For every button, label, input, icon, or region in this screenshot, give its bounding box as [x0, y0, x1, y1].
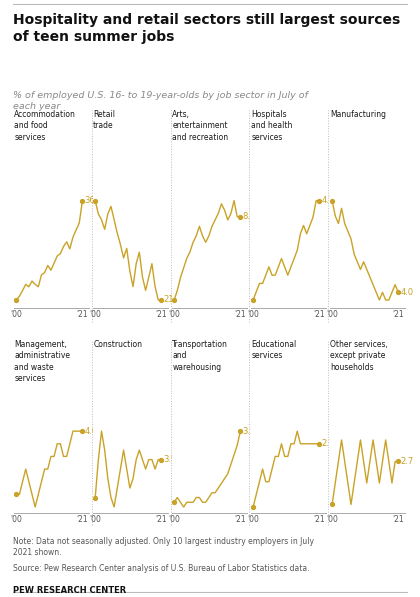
Text: 3.9: 3.9	[163, 455, 177, 464]
Text: Hospitality and retail sectors still largest sources
of teen summer jobs: Hospitality and retail sectors still lar…	[13, 13, 400, 44]
Text: 4.0: 4.0	[84, 427, 97, 436]
Text: 4.7: 4.7	[321, 196, 335, 205]
Text: Manufacturing: Manufacturing	[330, 110, 386, 119]
Text: Source: Pew Research Center analysis of U.S. Bureau of Labor Statistics data.: Source: Pew Research Center analysis of …	[13, 564, 309, 573]
Text: Accommodation
and food
services: Accommodation and food services	[14, 110, 76, 141]
Text: % of employed U.S. 16- to 19-year-olds by job sector in July of
each year: % of employed U.S. 16- to 19-year-olds b…	[13, 91, 307, 111]
Text: Other services,
except private
households: Other services, except private household…	[330, 340, 388, 371]
Text: Hospitals
and health
services: Hospitals and health services	[251, 110, 293, 141]
Text: 8.1: 8.1	[242, 212, 256, 221]
Text: Management,
administrative
and waste
services: Management, administrative and waste ser…	[14, 340, 70, 383]
Text: 3.5: 3.5	[242, 427, 256, 436]
Text: 4.0: 4.0	[400, 288, 413, 297]
Text: PEW RESEARCH CENTER: PEW RESEARCH CENTER	[13, 586, 126, 595]
Text: Transportation
and
warehousing: Transportation and warehousing	[172, 340, 228, 371]
Text: 2.7: 2.7	[400, 457, 414, 466]
Text: Educational
services: Educational services	[251, 340, 297, 360]
Text: 2.7: 2.7	[321, 439, 335, 448]
Text: Retail
trade: Retail trade	[93, 110, 115, 130]
Text: Construction: Construction	[93, 340, 142, 349]
Text: Note: Data not seasonally adjusted. Only 10 largest industry employers in July
2: Note: Data not seasonally adjusted. Only…	[13, 537, 314, 558]
Text: 21.3: 21.3	[163, 296, 182, 304]
Text: 36.2: 36.2	[84, 196, 103, 205]
Text: Arts,
entertainment
and recreation: Arts, entertainment and recreation	[172, 110, 228, 141]
